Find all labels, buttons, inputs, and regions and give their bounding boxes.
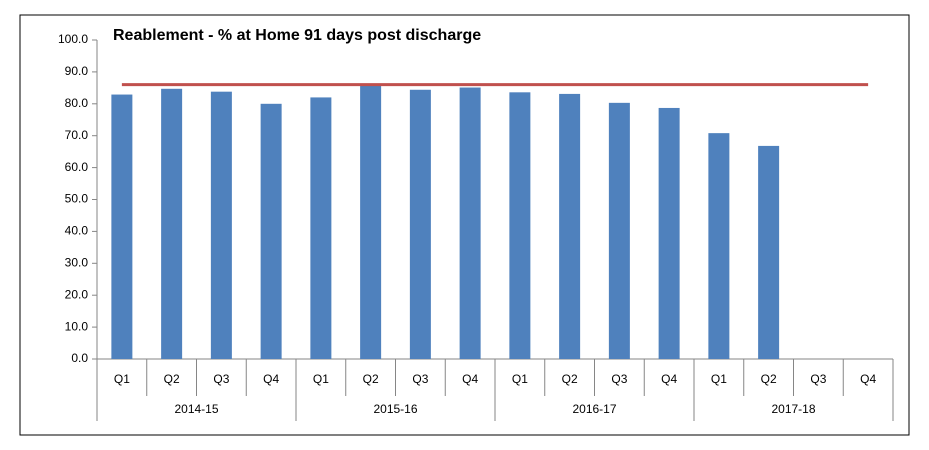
bar (210, 91, 232, 359)
x-tick-label: Q4 (263, 372, 279, 386)
bar (409, 89, 431, 359)
bar (509, 92, 531, 359)
y-tick-label: 50.0 (65, 192, 89, 206)
y-tick-label: 80.0 (65, 96, 89, 110)
group-label: 2015-16 (373, 402, 417, 416)
y-tick-label: 0.0 (71, 351, 88, 365)
x-tick-label: Q2 (164, 372, 180, 386)
x-tick-label: Q4 (462, 372, 478, 386)
x-tick-label: Q1 (313, 372, 329, 386)
bar (658, 107, 680, 360)
y-tick-label: 10.0 (65, 319, 89, 333)
bar (708, 133, 730, 359)
y-tick-label: 90.0 (65, 64, 89, 78)
bar (459, 87, 481, 359)
bar (608, 102, 630, 359)
y-tick-label: 100.0 (58, 32, 88, 46)
x-tick-label: Q2 (562, 372, 578, 386)
bar (260, 103, 282, 359)
x-tick-label: Q1 (114, 372, 130, 386)
x-tick-label: Q1 (512, 372, 528, 386)
x-tick-label: Q2 (363, 372, 379, 386)
group-label: 2017-18 (771, 402, 815, 416)
group-label: 2016-17 (572, 402, 616, 416)
y-tick-label: 40.0 (65, 224, 89, 238)
bar (559, 93, 581, 359)
x-tick-label: Q3 (611, 372, 627, 386)
y-tick-label: 60.0 (65, 160, 89, 174)
y-tick-label: 20.0 (65, 287, 89, 301)
bar (161, 88, 183, 359)
chart-title: Reablement - % at Home 91 days post disc… (113, 27, 481, 44)
y-tick-label: 30.0 (65, 255, 89, 269)
x-tick-label: Q3 (412, 372, 428, 386)
y-tick-label: 70.0 (65, 128, 89, 142)
x-tick-label: Q4 (860, 372, 876, 386)
x-tick-label: Q3 (213, 372, 229, 386)
x-tick-label: Q4 (661, 372, 677, 386)
x-tick-label: Q1 (711, 372, 727, 386)
bar (360, 84, 382, 359)
x-tick-label: Q3 (810, 372, 826, 386)
bar (111, 94, 133, 359)
group-label: 2014-15 (174, 402, 218, 416)
bar (310, 97, 332, 360)
x-tick-label: Q2 (761, 372, 777, 386)
bar (758, 145, 780, 359)
